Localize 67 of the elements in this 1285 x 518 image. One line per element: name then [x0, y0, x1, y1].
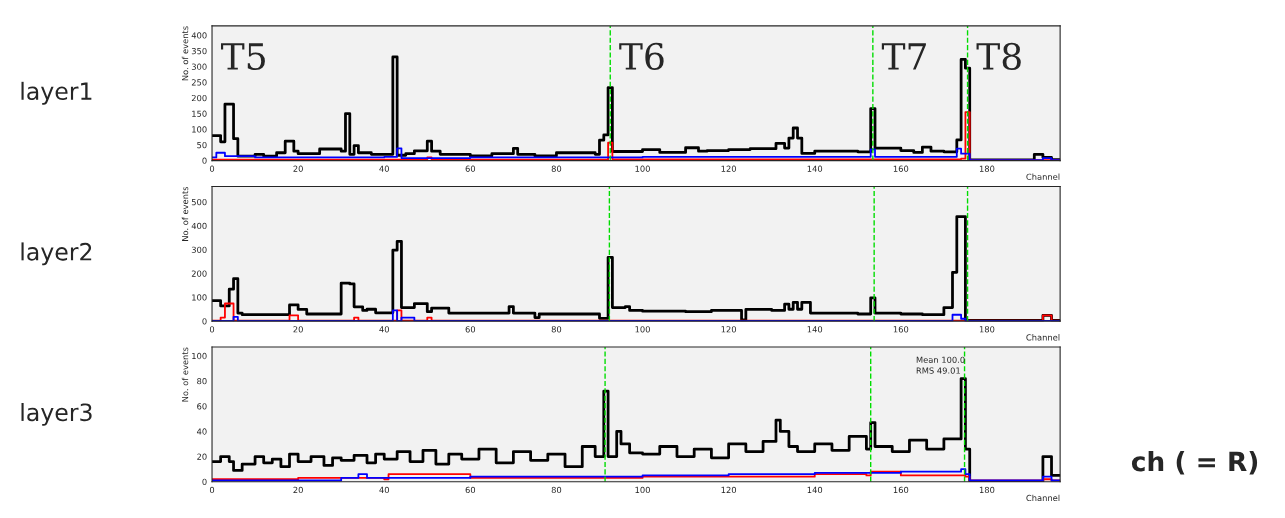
x-tick-label: 60 — [465, 326, 476, 333]
y-tick-label: 350 — [191, 47, 207, 55]
x-tick-label: 120 — [721, 165, 737, 172]
x-tick-label: 120 — [721, 486, 737, 494]
y-tick-label: 100 — [192, 294, 207, 301]
y-tick-label: 0 — [202, 478, 207, 486]
y-tick-label: 400 — [191, 32, 207, 39]
x-tick-label: 20 — [293, 486, 303, 494]
x-tick-label: 140 — [807, 165, 823, 172]
x-tick-label: 80 — [551, 326, 562, 333]
x-tick-label: 20 — [293, 165, 303, 172]
x-tick-label: 100 — [635, 326, 650, 333]
text: layer2 — [21, 242, 92, 266]
x-tick-label: 180 — [979, 165, 995, 172]
x-tick-label: 100 — [635, 165, 650, 172]
y-axis-title: No. of events — [181, 186, 189, 241]
x-tick-label: 160 — [893, 326, 909, 333]
y-tick-label: 100 — [192, 352, 207, 360]
x-tick-label: 100 — [635, 486, 650, 494]
y-tick-label: 150 — [192, 110, 207, 117]
x-tick-label: 180 — [979, 486, 995, 494]
annotation: RMS 49.01 — [916, 367, 960, 374]
x-tick-label: 80 — [551, 486, 562, 494]
y-tick-label: 300 — [191, 63, 207, 70]
x-tick-label: 20 — [293, 326, 303, 333]
x-tick-label: 60 — [465, 165, 476, 172]
y-tick-label: 300 — [191, 246, 207, 253]
y-tick-label: 40 — [196, 428, 207, 435]
annotation: T7 — [881, 43, 926, 70]
x-tick-label: 180 — [979, 326, 995, 333]
x-tick-label: 120 — [721, 326, 737, 333]
x-tick-label: 40 — [379, 326, 389, 333]
x-tick-label: 60 — [465, 486, 476, 494]
y-tick-label: 200 — [191, 270, 207, 277]
x-tick-label: 160 — [893, 486, 909, 494]
y-tick-label: 80 — [197, 378, 207, 385]
y-tick-label: 0 — [202, 157, 207, 164]
x-tick-label: 40 — [379, 165, 389, 172]
x-tick-label: 160 — [893, 165, 909, 172]
y-tick-label: 60 — [197, 403, 207, 410]
x-tick-label: 80 — [551, 165, 562, 172]
y-tick-label: 250 — [191, 79, 207, 86]
y-tick-label: 50 — [197, 141, 207, 149]
y-tick-label: 100 — [192, 126, 207, 133]
y-axis-title: No. of events — [181, 26, 189, 81]
y-tick-label: 0 — [202, 318, 207, 325]
x-axis-title: Channel — [1026, 494, 1060, 502]
x-axis-title: Channel — [1026, 334, 1060, 341]
x-tick-label: 0 — [209, 486, 215, 494]
y-tick-label: 500 — [191, 198, 207, 206]
text: layer3 — [21, 402, 92, 426]
text: ch ( = R) — [1131, 451, 1258, 475]
y-axis-title: No. of events — [181, 347, 189, 402]
y-tick-label: 20 — [197, 453, 207, 460]
y-tick-label: 200 — [191, 94, 207, 102]
text: layer1 — [21, 81, 92, 105]
x-tick-label: 0 — [209, 326, 215, 333]
annotation: T5 — [220, 43, 265, 71]
x-axis-title: Channel — [1026, 173, 1060, 180]
y-tick-label: 400 — [191, 222, 207, 230]
x-tick-label: 140 — [807, 486, 823, 494]
annotation: Mean 100.0 — [916, 356, 965, 363]
x-tick-label: 40 — [379, 486, 389, 494]
annotation: T6 — [619, 42, 664, 71]
x-tick-label: 140 — [807, 326, 823, 333]
x-tick-label: 0 — [209, 165, 215, 172]
annotation: T8 — [976, 42, 1021, 71]
